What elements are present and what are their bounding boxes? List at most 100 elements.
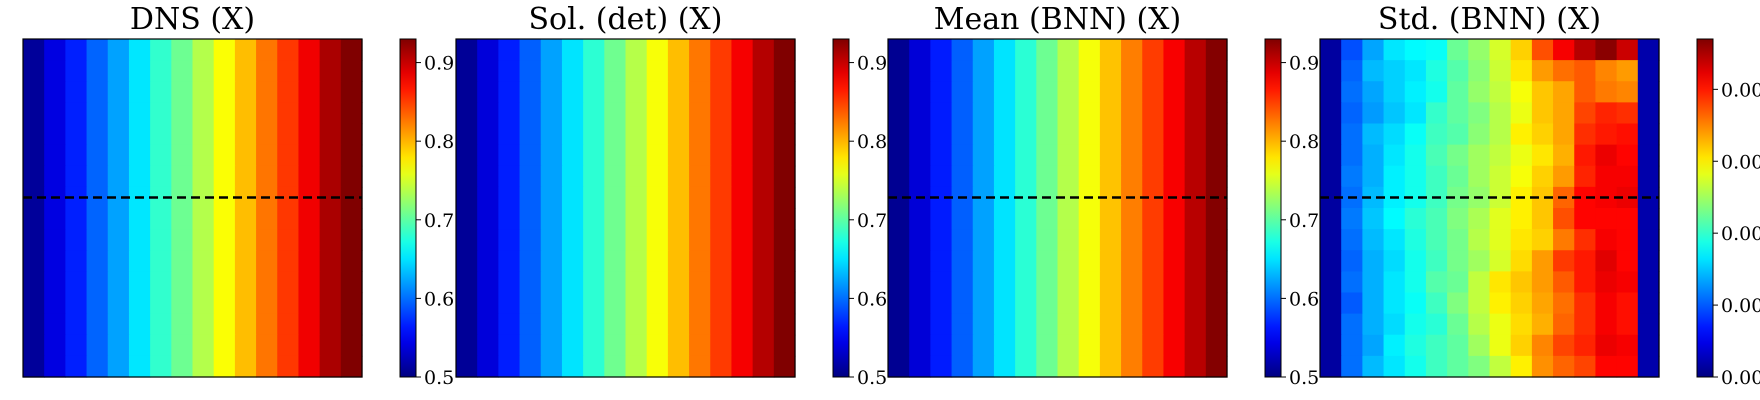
heatmap-cell [1320, 165, 1342, 188]
heatmap-cell [1425, 123, 1448, 146]
heatmap-cell [277, 334, 300, 357]
heatmap-cell [1616, 144, 1639, 167]
heatmap-cell [340, 81, 363, 103]
heatmap-cell [625, 144, 648, 167]
heatmap-cell [909, 208, 931, 230]
heatmap-cell [625, 313, 648, 336]
heatmap-cell [1057, 292, 1080, 315]
heatmap-cell [604, 186, 627, 209]
heatmap-cell [340, 334, 363, 357]
heatmap-cell [604, 229, 627, 251]
heatmap-cell [773, 208, 796, 230]
heatmap-cell [456, 250, 478, 272]
heatmap-cell [1205, 250, 1228, 272]
heatmap-cell [1468, 81, 1491, 103]
colorbar-tick-label: 0.9 [1289, 53, 1319, 75]
heatmap-cell [319, 144, 342, 167]
heatmap-cell [1121, 229, 1143, 251]
heatmap-cell [256, 355, 278, 378]
heatmap-cell [993, 144, 1016, 167]
heatmap-cell [171, 81, 194, 103]
heatmap-cell [498, 229, 521, 251]
heatmap-cell [1057, 355, 1080, 378]
heatmap-cell [604, 39, 627, 61]
heatmap-cell [1553, 39, 1575, 61]
heatmap-cell [213, 292, 236, 315]
heatmap-cell [1425, 81, 1448, 103]
heatmap-cell [625, 250, 648, 272]
heatmap-cell [752, 60, 775, 82]
heatmap-cell [951, 313, 974, 336]
heatmap-cell [1036, 313, 1059, 336]
heatmap-cell [256, 229, 278, 251]
heatmap-cell [625, 81, 648, 103]
heatmap-cell [150, 102, 172, 125]
heatmap-cell [498, 123, 521, 146]
heatmap-cell [1057, 334, 1080, 357]
heatmap-cell [1510, 334, 1533, 357]
heatmap-cell [277, 144, 300, 167]
heatmap-cell [498, 334, 521, 357]
heatmap-cell [1574, 144, 1597, 167]
heatmap-cell [1447, 186, 1469, 209]
heatmap-cell [340, 144, 363, 167]
heatmap-cell [1553, 165, 1575, 188]
colorbar-tick-label: 0.7 [424, 210, 454, 232]
colorbar [399, 38, 417, 378]
axes-frame [22, 38, 363, 378]
heatmap-cell [773, 102, 796, 125]
heatmap-cell [667, 355, 690, 378]
colorbar [832, 38, 850, 378]
heatmap-cell [298, 292, 321, 315]
heatmap-cell [1383, 102, 1406, 125]
heatmap-cell [277, 208, 300, 230]
heatmap-cell [930, 271, 953, 294]
heatmap-cell [1121, 250, 1143, 272]
heatmap-cell [625, 102, 648, 125]
heatmap-cell [930, 186, 953, 209]
heatmap-cell [298, 313, 321, 336]
heatmap-cell [583, 60, 605, 82]
heatmap-cell [930, 229, 953, 251]
colorbar-tick-label: 0.000 [1721, 367, 1760, 389]
heatmap-cell [171, 292, 194, 315]
heatmap-cell [993, 229, 1016, 251]
heatmap-cell [604, 102, 627, 125]
heatmap-cell [1595, 60, 1618, 82]
heatmap-cell [646, 229, 669, 251]
heatmap-cell [234, 334, 257, 357]
heatmap-cell [1078, 334, 1101, 357]
heatmap-cell [710, 144, 733, 167]
heatmap-cell [1320, 39, 1342, 61]
colorbar-tick-label: 0.006 [1721, 151, 1760, 173]
heatmap-cell [1099, 292, 1122, 315]
heatmap-cell [1163, 334, 1186, 357]
heatmap-cell [583, 102, 605, 125]
heatmap-cell [171, 102, 194, 125]
heatmap-cell [930, 165, 953, 188]
heatmap-cell [646, 334, 669, 357]
heatmap-cell [192, 334, 215, 357]
heatmap-cell [1099, 39, 1122, 61]
heatmap-cell [1163, 208, 1186, 230]
heatmap-cell [192, 250, 215, 272]
heatmap-cell [107, 186, 130, 209]
heatmap-cell [498, 144, 521, 167]
heatmap-cell [1142, 334, 1165, 357]
heatmap-cell [1447, 313, 1469, 336]
heatmap-cell [540, 144, 563, 167]
heatmap-cell [1447, 60, 1469, 82]
heatmap-cell [667, 144, 690, 167]
heatmap-cell [1341, 271, 1363, 294]
heatmap-cell [993, 165, 1016, 188]
heatmap-cell [1099, 144, 1122, 167]
heatmap-cell [604, 355, 627, 378]
heatmap-cell [888, 81, 910, 103]
heatmap-cell [107, 313, 130, 336]
heatmap-cell [993, 271, 1016, 294]
heatmap-cell [319, 81, 342, 103]
heatmap-cell [1637, 165, 1660, 188]
heatmap-cell [540, 250, 563, 272]
heatmap-cell [1404, 165, 1427, 188]
heatmap-cell [1468, 271, 1491, 294]
